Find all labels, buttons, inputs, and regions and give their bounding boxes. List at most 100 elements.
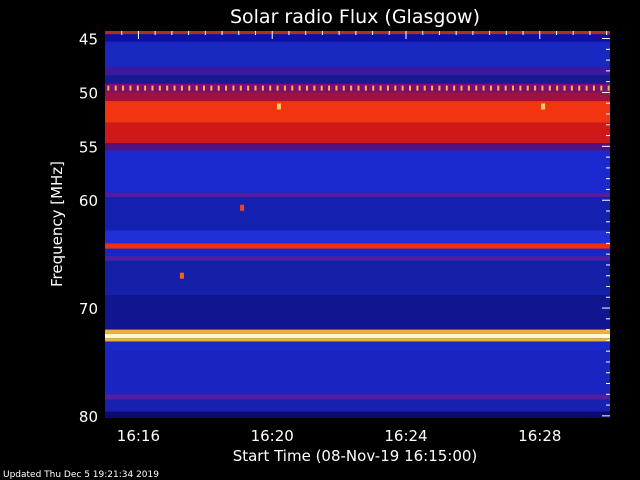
x-tick-label-1: 16:20: [251, 427, 294, 445]
dotted-line-dot-64: [578, 85, 581, 91]
dotted-line-dot-17: [232, 85, 235, 91]
frequency-band-1: [105, 34, 610, 42]
frequency-band-26: [105, 411, 610, 418]
dotted-line-dot-2: [122, 85, 125, 91]
dotted-line-dot-27: [306, 85, 308, 91]
dotted-line-dot-22: [269, 85, 272, 91]
y-tick-label-4: 70: [79, 300, 98, 318]
dotted-line-dot-28: [313, 85, 316, 91]
dotted-line-dot-46: [445, 85, 448, 91]
frequency-band-15: [105, 248, 610, 257]
dotted-line-dot-31: [335, 85, 338, 91]
dotted-line-dot-20: [254, 85, 257, 91]
y-tick-label-2: 55: [79, 138, 98, 156]
dotted-line-dot-41: [409, 85, 412, 91]
dotted-line-dot-52: [489, 85, 492, 91]
dotted-line-dot-61: [556, 85, 559, 91]
dotted-line-dot-3: [129, 85, 132, 91]
frequency-band-23: [105, 351, 610, 395]
dotted-line-dot-5: [144, 85, 147, 91]
frequency-band-20: [105, 333, 610, 339]
dotted-line-dot-48: [460, 85, 463, 91]
frequency-band-3: [105, 66, 610, 76]
dotted-line-dot-34: [357, 85, 360, 91]
y-axis: 45 50 55 60 70 80: [79, 31, 610, 426]
frequency-band-19: [105, 329, 610, 334]
dotted-line-dot-19: [247, 85, 250, 91]
dotted-line-dot-42: [416, 85, 419, 91]
dotted-line-dot-10: [180, 85, 183, 91]
dotted-line-dot-39: [394, 85, 397, 91]
dotted-line-dot-49: [467, 85, 470, 91]
dotted-line-dot-40: [401, 85, 404, 91]
dotted-line-dot-44: [431, 85, 434, 91]
frequency-band-18: [105, 295, 610, 330]
dotted-line-dot-11: [188, 85, 191, 91]
dotted-line-dot-18: [239, 85, 242, 91]
dotted-line-dot-7: [158, 85, 161, 91]
dotted-line-dot-30: [328, 85, 331, 91]
y-tick-label-3: 60: [79, 192, 98, 210]
frequency-band-0: [105, 31, 610, 35]
dotted-line-dot-67: [600, 85, 603, 91]
dotted-line-dot-24: [283, 85, 286, 91]
y-tick-label-5: 80: [79, 408, 98, 426]
dotted-line-dot-1: [114, 85, 117, 91]
dotted-line-dot-13: [202, 85, 205, 91]
dotted-line-dot-38: [386, 85, 389, 91]
dotted-line-dot-37: [379, 85, 382, 91]
dotted-line-dot-60: [548, 85, 551, 91]
x-axis-label: Start Time (08-Nov-19 16:15:00): [233, 447, 478, 465]
hot-spot-0: [276, 103, 281, 110]
dotted-line-dot-25: [291, 85, 294, 91]
dotted-line-dot-51: [482, 85, 485, 91]
dotted-line-dot-29: [320, 85, 323, 91]
dotted-line-dot-58: [534, 85, 537, 91]
dotted-line-dot-36: [372, 85, 375, 91]
dotted-line-dot-33: [350, 85, 353, 91]
frequency-band-4: [105, 75, 610, 84]
frequency-band-9: [105, 143, 610, 151]
dotted-line-dot-35: [364, 85, 367, 91]
dotted-line-dot-14: [210, 85, 213, 91]
frequency-band-25: [105, 399, 610, 412]
dotted-line-dot-65: [585, 85, 588, 91]
x-axis: 16:16 16:20 16:24 16:28: [117, 31, 608, 445]
hot-spot-1: [541, 103, 546, 110]
dotted-line-dot-45: [438, 85, 441, 91]
dotted-line-dot-54: [504, 85, 507, 91]
dotted-line-dot-62: [563, 85, 566, 91]
y-tick-label-0: 45: [79, 31, 98, 49]
dotted-line-dot-9: [173, 85, 176, 91]
dotted-line-dot-56: [519, 85, 522, 91]
dotted-line-dot-4: [136, 85, 139, 91]
x-tick-label-0: 16:16: [117, 427, 160, 445]
dotted-line-dot-0: [107, 85, 110, 91]
hot-spot-2: [179, 272, 184, 279]
update-timestamp: Updated Thu Dec 5 19:21:34 2019: [3, 470, 159, 480]
frequency-band-22: [105, 341, 610, 352]
dotted-line-dot-68: [607, 85, 610, 91]
frequency-band-14: [105, 243, 610, 249]
spectrogram-plot-area: [105, 31, 610, 418]
dotted-line-dot-66: [592, 85, 595, 91]
dotted-line-dot-16: [225, 85, 228, 91]
dotted-line-dot-6: [151, 85, 154, 91]
y-axis-label: Frequency [MHz]: [48, 161, 66, 287]
frequency-band-8: [105, 122, 610, 144]
frequency-band-2: [105, 41, 610, 67]
y-tick-label-1: 50: [79, 84, 98, 102]
frequency-band-10: [105, 150, 610, 193]
dotted-line-dot-55: [512, 85, 515, 91]
frequency-band-11: [105, 192, 610, 198]
frequency-band-12: [105, 197, 610, 231]
dotted-line-dot-43: [423, 85, 426, 91]
frequency-band-13: [105, 230, 610, 244]
dotted-line-dot-15: [217, 85, 220, 91]
dotted-line-dot-8: [166, 85, 169, 91]
dotted-line-dot-53: [497, 85, 500, 91]
dotted-line-dot-57: [526, 85, 529, 91]
frequency-band-7: [105, 101, 610, 123]
dotted-line-dot-12: [195, 85, 198, 91]
